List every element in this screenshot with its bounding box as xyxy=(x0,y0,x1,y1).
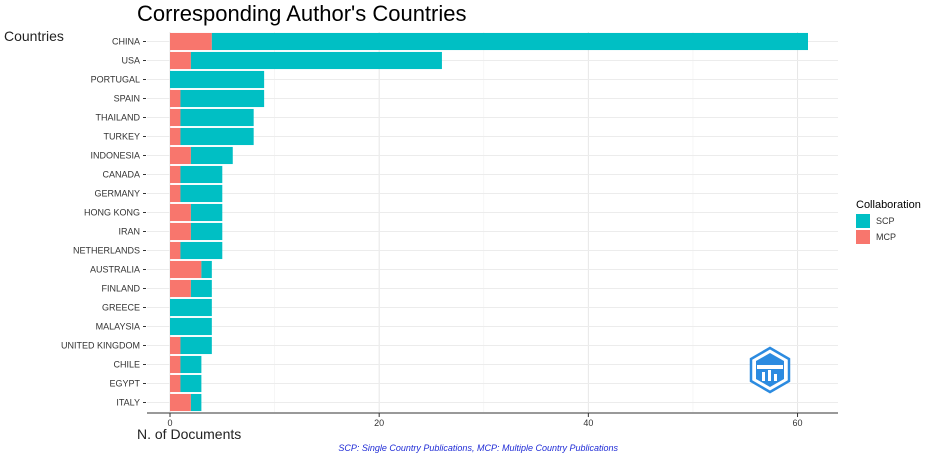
legend-label-scp: SCP xyxy=(876,216,895,226)
bar-scp xyxy=(180,89,265,108)
bar-scp xyxy=(180,165,223,184)
y-tick-label: USA xyxy=(121,56,140,66)
bar-mcp xyxy=(170,279,191,298)
bar-scp xyxy=(170,317,212,336)
bar-scp xyxy=(170,70,265,89)
chart-title: Corresponding Author's Countries xyxy=(137,1,467,26)
y-tick-label: AUSTRALIA xyxy=(90,265,140,275)
bar-scp xyxy=(211,32,808,51)
bar-mcp xyxy=(170,260,202,279)
x-tick-label: 60 xyxy=(793,418,803,428)
x-tick-label: 20 xyxy=(374,418,384,428)
bar-mcp xyxy=(170,355,181,374)
bar-scp xyxy=(180,374,202,393)
bar-scp xyxy=(180,184,223,203)
y-tick-label: GREECE xyxy=(102,303,140,313)
legend-swatch-scp xyxy=(856,214,870,228)
bar-scp xyxy=(180,241,223,260)
y-tick-label: PORTUGAL xyxy=(91,75,140,85)
bar-scp xyxy=(190,51,442,70)
y-tick-label: GERMANY xyxy=(94,189,140,199)
bar-mcp xyxy=(170,241,181,260)
bar-mcp xyxy=(170,374,181,393)
bar-mcp xyxy=(170,32,212,51)
bar-scp xyxy=(201,260,212,279)
y-tick-label: NETHERLANDS xyxy=(73,246,140,256)
bar-mcp xyxy=(170,184,181,203)
bar-scp xyxy=(190,222,223,241)
bar-mcp xyxy=(170,51,191,70)
bar-scp xyxy=(180,336,212,355)
y-tick-label: IRAN xyxy=(118,227,140,237)
bar-scp xyxy=(190,203,223,222)
bars xyxy=(170,32,808,412)
y-tick-label: CHILE xyxy=(113,360,140,370)
y-tick-label: CHINA xyxy=(112,37,140,47)
y-axis-title: Countries xyxy=(4,28,64,44)
bar-mcp xyxy=(170,203,191,222)
bar-mcp xyxy=(170,222,191,241)
x-axis-title: N. of Documents xyxy=(137,426,241,442)
bar-scp xyxy=(180,108,254,127)
bar-mcp xyxy=(170,108,181,127)
bar-scp xyxy=(180,355,202,374)
y-tick-label: CANADA xyxy=(102,170,140,180)
y-tick-label: THAILAND xyxy=(95,113,140,123)
bar-mcp xyxy=(170,393,191,412)
legend-swatch-mcp xyxy=(856,230,870,244)
y-tick-label: INDONESIA xyxy=(90,151,140,161)
bar-scp xyxy=(190,146,233,165)
bar-scp xyxy=(190,279,212,298)
chart-caption: SCP: Single Country Publications, MCP: M… xyxy=(338,443,618,453)
y-tick-label: SPAIN xyxy=(114,94,140,104)
bar-mcp xyxy=(170,146,191,165)
y-tick-label: TURKEY xyxy=(103,132,140,142)
bar-scp xyxy=(170,298,212,317)
y-tick-label: EGYPT xyxy=(109,379,140,389)
y-tick-label: MALAYSIA xyxy=(96,322,140,332)
bar-scp xyxy=(180,127,254,146)
y-tick-label: HONG KONG xyxy=(84,208,140,218)
bar-mcp xyxy=(170,127,181,146)
x-tick-label: 0 xyxy=(167,418,172,428)
bar-mcp xyxy=(170,89,181,108)
bar-mcp xyxy=(170,336,181,355)
y-tick-label: UNITED KINGDOM xyxy=(61,341,140,351)
legend-label-mcp: MCP xyxy=(876,232,896,242)
bar-scp xyxy=(190,393,202,412)
bar-mcp xyxy=(170,165,181,184)
y-tick-label: FINLAND xyxy=(101,284,140,294)
y-tick-label: ITALY xyxy=(116,398,140,408)
x-tick-label: 40 xyxy=(583,418,593,428)
x-axis: 0 20 40 60 xyxy=(147,412,838,428)
legend-title: Collaboration xyxy=(856,199,921,211)
grid xyxy=(147,32,838,412)
legend: Collaboration SCP MCP xyxy=(856,199,921,244)
bibliometrix-logo-icon xyxy=(749,346,791,394)
y-axis: CHINA USA PORTUGAL SPAIN THAILAND TURKEY INDON… xyxy=(61,37,146,408)
